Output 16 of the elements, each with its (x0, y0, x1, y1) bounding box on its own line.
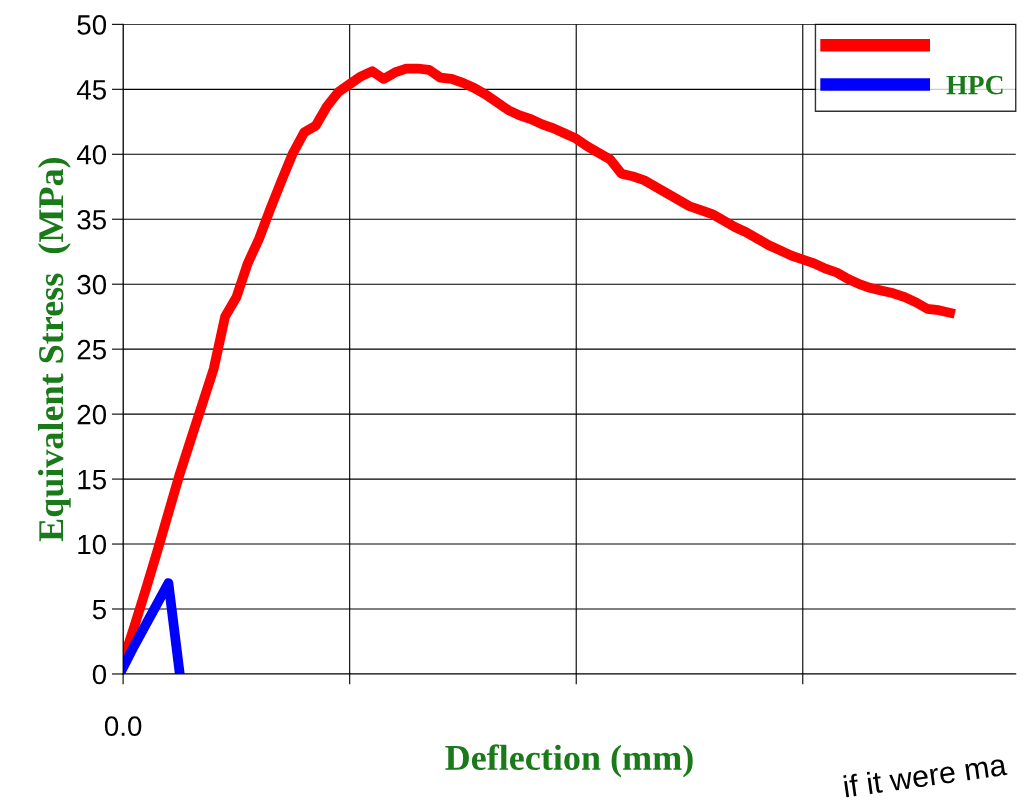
y-tick-label: 10 (78, 534, 107, 555)
y-tick-label: 35 (77, 209, 106, 230)
y-tick-label: 5 (92, 599, 106, 620)
y-tick-label: 0 (92, 664, 107, 685)
y-tick-label: 30 (77, 274, 107, 295)
y-tick-label: 50 (77, 15, 107, 35)
text: if it were ma (843, 752, 1008, 798)
y-tick-label: 45 (76, 80, 106, 100)
y-tick-label: 40 (76, 144, 107, 165)
y-tick-label: 25 (77, 339, 106, 360)
y-axis-title: Equivalent Stress (MPa) (37, 157, 71, 542)
legend-label: HPC (946, 75, 1003, 95)
y-tick-label: 20 (77, 404, 107, 425)
x-axis-title: Deflection (mm) (445, 744, 693, 778)
x-tick-label: 0.0 (104, 716, 142, 737)
y-tick-label: 15 (78, 470, 106, 490)
